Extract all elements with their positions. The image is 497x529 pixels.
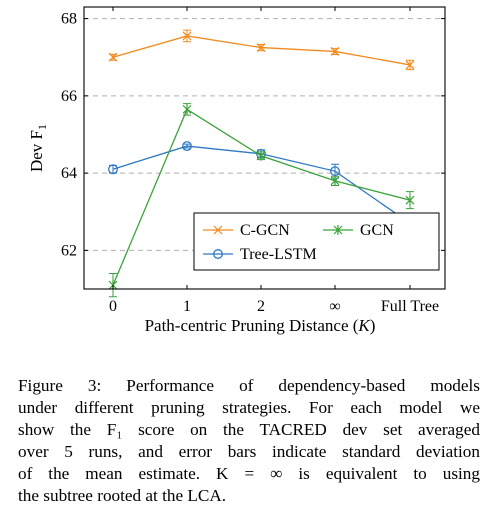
- x-tick-label: 1: [183, 298, 191, 315]
- caption-line: of the mean estimate. K = ∞ is equivalen…: [18, 464, 480, 483]
- y-axis-ticks: 62 64 66 68: [61, 11, 445, 259]
- y-tick-label: 66: [61, 88, 77, 105]
- x-tick-label: ∞: [329, 298, 340, 315]
- marker-stroke: [213, 249, 223, 259]
- x-tick-label: Full Tree: [381, 298, 439, 315]
- marker-stroke: [182, 104, 192, 115]
- marker-stroke: [333, 225, 343, 235]
- y-tick-label: 68: [61, 11, 77, 28]
- marker-stroke: [108, 52, 118, 62]
- marker-stroke: [108, 164, 118, 175]
- caption-line: Figure 3: Performance of dependency-base…: [18, 376, 480, 395]
- marker-stroke: [182, 31, 192, 41]
- y-tick-label: 64: [61, 165, 77, 182]
- x-tick-label: 2: [257, 298, 265, 315]
- caption-line: over 5 runs, and error bars indicate sta…: [18, 442, 480, 461]
- caption-line: show the F₁ score on the TACRED dev set …: [18, 420, 480, 439]
- error-bar: [183, 143, 191, 149]
- legend-label: GCN: [360, 222, 394, 239]
- data-point: [256, 43, 266, 52]
- marker-stroke: [405, 195, 415, 206]
- marker-stroke: [256, 43, 266, 52]
- data-point: [330, 175, 340, 186]
- data-point: [330, 47, 340, 56]
- legend-marker: [333, 225, 343, 235]
- figure-caption: Figure 3: Performance of dependency-base…: [18, 375, 480, 507]
- x-axis-ticks: 0 1 2 ∞ Full Tree: [109, 7, 439, 315]
- series-c-gcn: [108, 29, 415, 71]
- chart: 62 64 66 68 0 1 2 ∞ Full Tree Dev F1 Path-centr…: [27, 6, 446, 335]
- data-point: [108, 52, 118, 62]
- data-point: [182, 31, 192, 41]
- data-point: [182, 104, 192, 115]
- caption-line: the subtree rooted at the LCA.: [18, 486, 227, 505]
- data-point: [330, 166, 340, 177]
- marker-stroke: [330, 47, 340, 56]
- legend-entry: Tree-LSTM: [203, 246, 317, 263]
- legend-marker: [213, 225, 223, 235]
- legend-box: [193, 212, 440, 271]
- series-gcn: [108, 103, 415, 298]
- legend: C-GCN GCN Tree-LSTM: [193, 212, 440, 271]
- data-point: [405, 60, 415, 70]
- x-axis-label: Path-centric Pruning Distance (K): [145, 316, 376, 335]
- data-point: [182, 141, 192, 152]
- legend-entry: C-GCN: [203, 222, 290, 239]
- marker-stroke: [330, 175, 340, 186]
- y-axis-label: Dev F1: [27, 124, 49, 172]
- legend-label: Tree-LSTM: [240, 246, 317, 263]
- x-tick-label: 0: [109, 298, 117, 315]
- legend-marker: [213, 249, 223, 259]
- data-point: [405, 195, 415, 206]
- marker-stroke: [213, 225, 223, 235]
- y-tick-label: 62: [61, 242, 77, 259]
- marker-stroke: [256, 150, 266, 161]
- data-point: [256, 150, 266, 161]
- caption-line: under different pruning strategies. For …: [18, 398, 480, 417]
- marker-stroke: [330, 166, 340, 177]
- plot-frame: [83, 6, 446, 290]
- data-point: [108, 164, 118, 175]
- marker-stroke: [182, 141, 192, 152]
- legend-label: C-GCN: [240, 222, 290, 239]
- marker-stroke: [405, 60, 415, 70]
- legend-entry: GCN: [323, 222, 394, 239]
